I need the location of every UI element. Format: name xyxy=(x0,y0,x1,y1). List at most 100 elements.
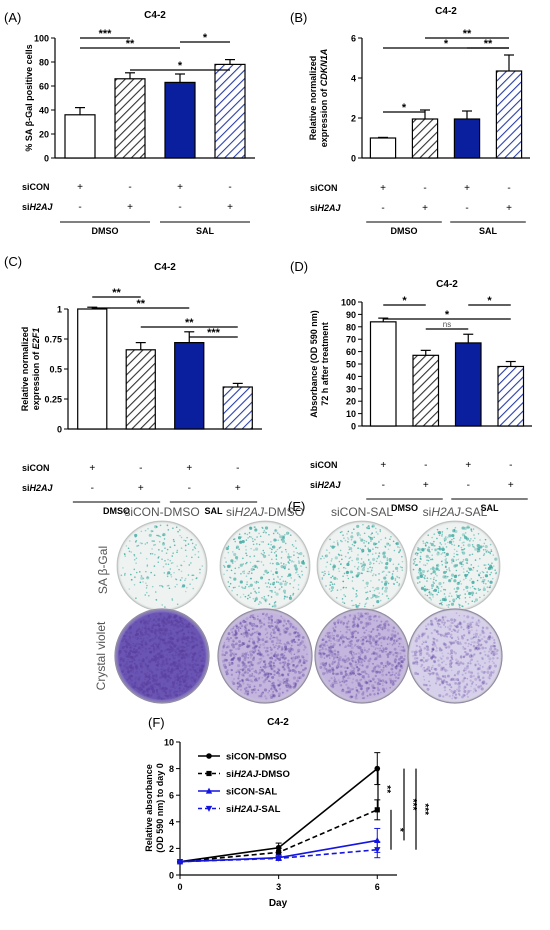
well-rim xyxy=(220,521,310,611)
condition-sign: - xyxy=(228,182,231,193)
significance-label: ** xyxy=(136,298,145,310)
y-tick-label: 1 xyxy=(57,305,62,315)
bar xyxy=(453,118,481,159)
plate-column-label: siCON-DMSO xyxy=(124,505,199,519)
condition-sign: + xyxy=(186,463,192,474)
y-axis-label-line2: 72 h after treatment xyxy=(320,322,330,406)
legend-label: siH2AJ-SAL xyxy=(226,804,281,815)
significance-label: * xyxy=(203,32,208,44)
significance-label: *** xyxy=(207,327,221,339)
significance-label: ** xyxy=(126,38,135,50)
significance-label: ns xyxy=(443,320,451,329)
y-tick-label: 30 xyxy=(346,384,356,394)
well-rim xyxy=(317,521,407,611)
group-label: DMSO xyxy=(92,226,119,236)
text-part: -SAL xyxy=(258,804,280,815)
text-part: H2AJ xyxy=(30,202,54,212)
bar xyxy=(77,308,108,430)
text-part: expression of xyxy=(319,86,329,147)
y-tick-label: 80 xyxy=(346,322,356,332)
condition-sign: - xyxy=(128,182,131,193)
y-tick-label: 0 xyxy=(57,425,62,435)
y-axis-label-line1: Relative normalized xyxy=(20,327,30,412)
group-label: DMSO xyxy=(391,226,418,236)
y-tick-label: 20 xyxy=(346,397,356,407)
legend-marker xyxy=(205,787,213,794)
condition-sign: + xyxy=(465,460,471,471)
bar xyxy=(454,342,482,427)
chart-title: C4-2 xyxy=(267,717,289,728)
y-tick-label: 60 xyxy=(39,82,49,92)
bar xyxy=(114,78,146,159)
condition-sign: + xyxy=(138,483,144,494)
condition-sign: - xyxy=(188,483,191,494)
condition-sign: - xyxy=(236,463,239,474)
y-tick-label: 0 xyxy=(351,422,356,432)
condition-sign: + xyxy=(127,202,133,213)
condition-sign: + xyxy=(380,183,386,194)
data-point xyxy=(374,847,381,854)
significance-label: * xyxy=(487,295,492,307)
text-part: H2AJ xyxy=(234,804,259,815)
significance-label: * xyxy=(402,295,407,307)
y-tick-label: 100 xyxy=(34,34,49,44)
panel-label: (E) xyxy=(288,499,305,514)
bar-panel-1: (B) C4-2 0 2 4 6 Relative normalized expression… xyxy=(290,6,530,236)
chart-title: C4-2 xyxy=(144,10,166,21)
legend-label: siCON-SAL xyxy=(226,787,277,798)
data-point xyxy=(374,807,380,813)
panel-label: (C) xyxy=(4,254,22,269)
y-tick-label: 2 xyxy=(169,844,174,854)
text-part: si xyxy=(22,483,30,493)
chart-title: C4-2 xyxy=(154,262,176,273)
y-tick-label: 70 xyxy=(346,335,356,345)
significance-label: ** xyxy=(112,287,121,299)
y-tick-label: 10 xyxy=(164,738,174,748)
y-tick-label: 6 xyxy=(351,34,356,44)
plate-row-label-crystal-violet: Crystal violet xyxy=(94,621,108,690)
significance-label: * xyxy=(178,60,183,72)
significance-label: * xyxy=(394,828,405,832)
text-part: E2F1 xyxy=(31,328,41,350)
condition-sign: + xyxy=(506,203,512,214)
text-part: si xyxy=(226,505,235,519)
chart-title: C4-2 xyxy=(435,6,457,17)
y-tick-label: 50 xyxy=(346,360,356,370)
line-panel: (F) C4-2 0 2 4 6 8 10 0 3 6 Day Relative absorbance(… xyxy=(144,715,430,909)
data-point xyxy=(374,765,381,772)
plate-column-label: siH2AJ-SAL xyxy=(423,505,488,519)
text-part: si xyxy=(423,505,432,519)
group-label: SAL xyxy=(196,226,215,236)
text-part: siCON-SAL xyxy=(331,505,393,519)
text-part: H2AJ xyxy=(318,203,342,213)
condition-sign: - xyxy=(382,480,385,491)
legend-marker xyxy=(205,805,213,812)
y-axis-label-line1: Absorbance (OD 590 nm) xyxy=(309,310,319,418)
plate-column-label: siCON-SAL xyxy=(331,505,393,519)
y-tick-label: 0 xyxy=(351,154,356,164)
y-axis-label-line2: (OD 590 nm) to day 0 xyxy=(155,763,165,853)
y-tick-label: 4 xyxy=(169,817,174,827)
plate-panel: (E)siCON-DMSO siH2AJ-DMSO siCON-SAL siH2AJ-… xyxy=(94,499,503,704)
group-label: SAL xyxy=(481,503,500,513)
y-axis-label: % SA β-Gal positive cells xyxy=(24,44,34,151)
y-axis-label-line2: expression of CDKN1A xyxy=(319,49,329,148)
condition-sign: - xyxy=(91,483,94,494)
chart-title: C4-2 xyxy=(436,279,458,290)
data-point xyxy=(176,859,184,866)
y-tick-label: 0.25 xyxy=(44,395,62,405)
y-tick-label: 0 xyxy=(169,871,174,881)
text-part: si xyxy=(226,769,234,780)
text-part: H2AJ xyxy=(30,483,54,493)
y-tick-label: 90 xyxy=(346,310,356,320)
text-part: -SAL xyxy=(461,505,488,519)
y-tick-label: 80 xyxy=(39,58,49,68)
condition-sign: + xyxy=(89,463,95,474)
well-rim xyxy=(218,609,312,703)
y-axis-label-line1: Relative absorbance xyxy=(144,764,154,852)
text-part: -DMSO xyxy=(264,505,304,519)
data-point xyxy=(275,855,282,862)
y-tick-label: 2 xyxy=(351,114,356,124)
condition-label: siH2AJ xyxy=(22,483,54,493)
x-tick-label: 3 xyxy=(276,882,281,892)
